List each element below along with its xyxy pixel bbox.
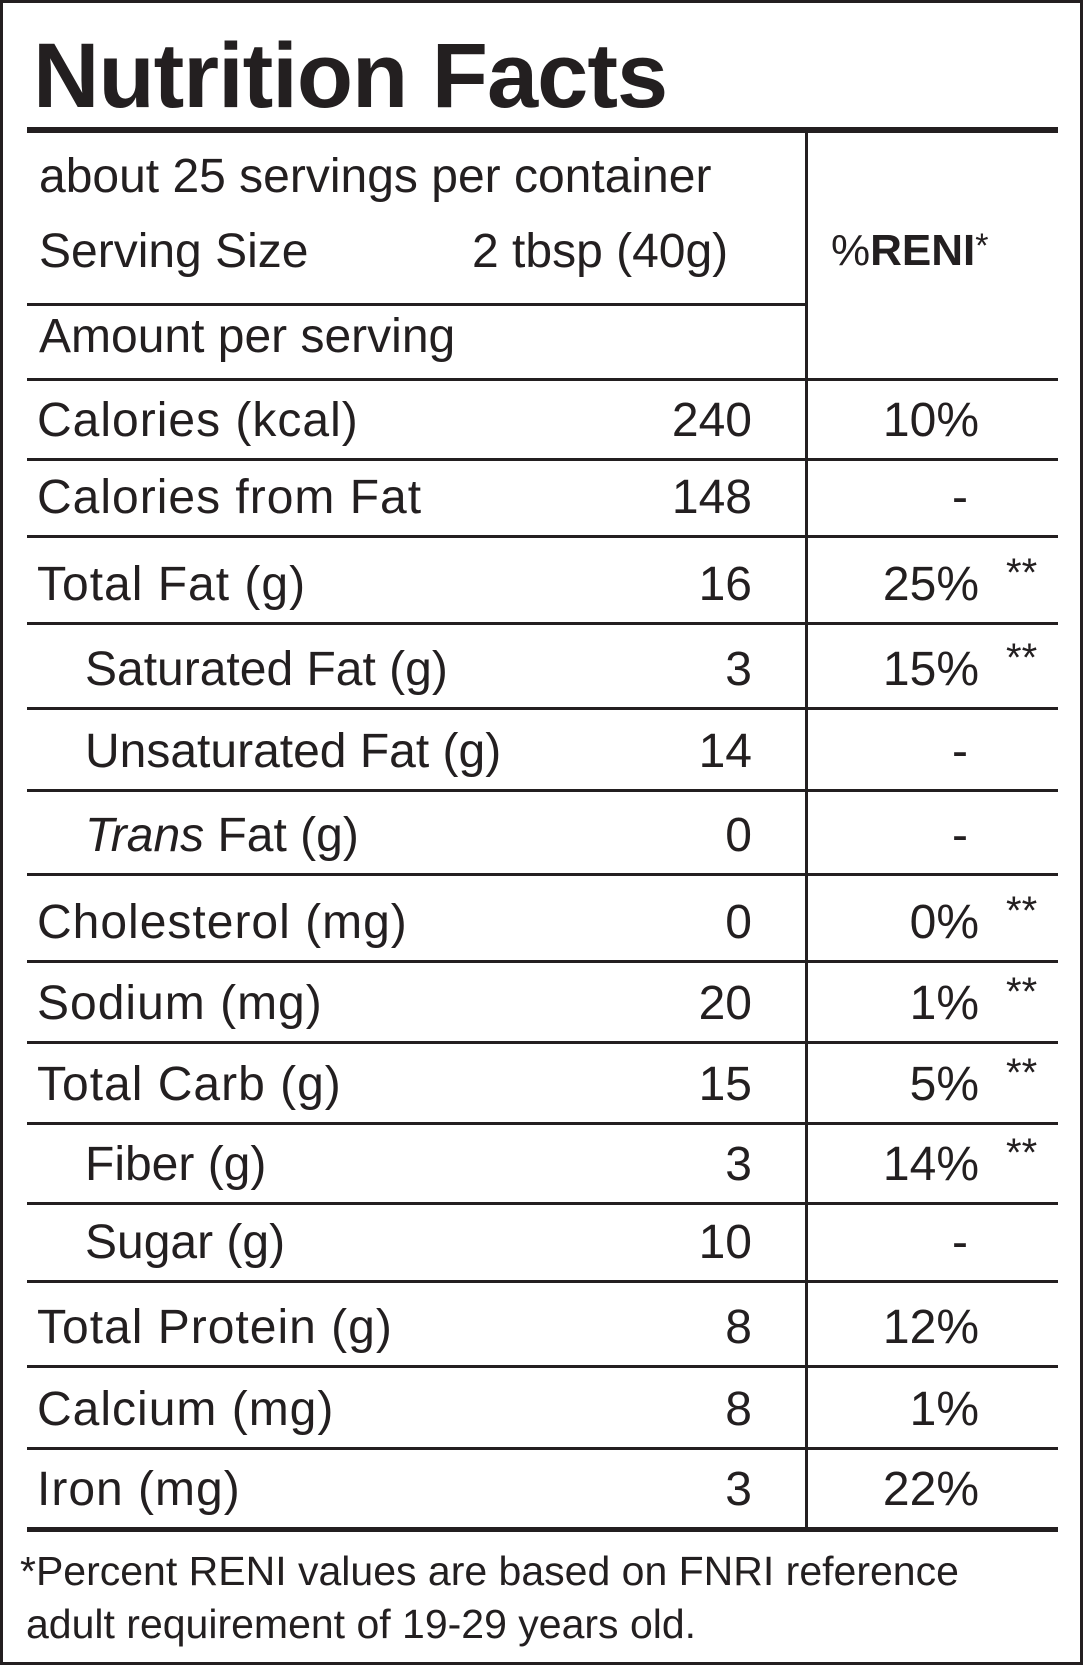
table-row: Total Protein (g) 8 12% — [27, 1283, 1058, 1365]
table-row: Calcium (mg) 8 1% — [27, 1368, 1058, 1447]
reni-percent: 10% — [882, 394, 979, 447]
nutrient-amount: 3 — [725, 1138, 752, 1191]
reni-asterisk: * — [975, 227, 989, 265]
reni-percent: 1% — [909, 977, 979, 1030]
serving-size-label: Serving Size — [39, 225, 309, 278]
nutrient-amount: 14 — [698, 725, 752, 778]
table-row: Sodium (mg) 20 1% ** — [27, 963, 1058, 1041]
table-row: Cholesterol (mg) 0 0% ** — [27, 876, 1058, 960]
serving-size-value: 2 tbsp (40g) — [472, 225, 729, 278]
reni-header: %RENI* — [831, 229, 988, 273]
reni-percent: 1% — [909, 1383, 979, 1436]
reni-percent: 25% — [882, 558, 979, 611]
nutrient-label: Sugar (g) — [85, 1216, 286, 1269]
table-row: Calories from Fat 148 - — [27, 461, 1058, 535]
nutrient-label: Trans Fat (g) — [85, 808, 359, 863]
nutrient-label-italic: Trans — [85, 809, 205, 862]
nutrient-amount: 8 — [725, 1301, 752, 1354]
reni-footnote-marker: ** — [1006, 970, 1038, 1014]
nutrient-amount: 16 — [698, 558, 752, 611]
nutrient-label: Unsaturated Fat (g) — [85, 725, 502, 778]
row-divider — [27, 873, 1058, 876]
nutrient-label: Total Protein (g) — [37, 1301, 393, 1354]
nutrient-label: Fiber (g) — [85, 1138, 267, 1191]
reni-footnote-marker: ** — [1006, 551, 1038, 595]
table-row: Unsaturated Fat (g) 14 - — [27, 710, 1058, 789]
reni-percent: - — [952, 1216, 968, 1269]
table-row: Iron (mg) 3 22% — [27, 1450, 1058, 1527]
nutrient-amount: 10 — [698, 1216, 752, 1269]
nutrient-label: Calories from Fat — [37, 471, 423, 524]
row-divider — [27, 707, 1058, 710]
row-divider — [27, 1447, 1058, 1450]
reni-bold: RENI — [870, 226, 976, 275]
nutrient-label: Cholesterol (mg) — [37, 896, 408, 949]
row-divider — [27, 1280, 1058, 1283]
reni-footnote-marker: ** — [1006, 636, 1038, 680]
table-row: Trans Fat (g) 0 - — [27, 792, 1058, 873]
amount-per-serving: Amount per serving — [39, 310, 456, 363]
nutrient-label: Calories (kcal) — [37, 394, 359, 447]
top-thick-rule — [27, 127, 1058, 133]
nutrient-label: Saturated Fat (g) — [85, 643, 448, 696]
nutrient-label: Total Carb (g) — [37, 1058, 342, 1111]
reni-percent: - — [952, 471, 968, 524]
nutrient-label-text: Fat (g) — [204, 809, 359, 862]
row-divider — [27, 622, 1058, 625]
nutrient-amount: 3 — [725, 1463, 752, 1516]
reni-percent: 14% — [882, 1138, 979, 1191]
nutrient-amount: 3 — [725, 643, 752, 696]
reni-percent: 5% — [909, 1058, 979, 1111]
nutrient-amount: 240 — [671, 394, 752, 447]
reni-percent: 12% — [882, 1301, 979, 1354]
reni-percent: 0% — [909, 896, 979, 949]
footnote-line-2: adult requirement of 19-29 years old. — [26, 1601, 697, 1647]
table-row: Fiber (g) 3 14% ** — [27, 1125, 1058, 1202]
servings-per-container: about 25 servings per container — [39, 150, 712, 203]
row-divider — [27, 458, 1058, 461]
row-divider — [27, 1041, 1058, 1044]
row-divider — [27, 535, 1058, 538]
reni-percent: 15% — [882, 643, 979, 696]
reni-percent: 22% — [882, 1463, 979, 1516]
row-divider — [27, 1202, 1058, 1205]
nutrient-amount: 148 — [671, 471, 752, 524]
reni-prefix: % — [831, 226, 871, 275]
table-row: Total Fat (g) 16 25% ** — [27, 538, 1058, 622]
reni-footnote-marker: ** — [1006, 1051, 1038, 1095]
reni-footnote-marker: ** — [1006, 1131, 1038, 1175]
serving-divider — [27, 303, 807, 306]
nutrient-amount: 0 — [725, 809, 752, 862]
footnote-line-1: *Percent RENI values are based on FNRI r… — [20, 1548, 959, 1594]
row-divider — [27, 789, 1058, 792]
reni-footnote-marker: ** — [1006, 889, 1038, 933]
table-row: Calories (kcal) 240 10% — [27, 381, 1058, 458]
nutrient-label: Sodium (mg) — [37, 977, 323, 1030]
row-divider — [27, 378, 1058, 381]
reni-percent: - — [952, 725, 968, 778]
row-divider — [27, 960, 1058, 963]
nutrient-label: Iron (mg) — [37, 1463, 241, 1516]
nutrient-amount: 8 — [725, 1383, 752, 1436]
bottom-thick-rule — [27, 1527, 1058, 1532]
row-divider — [27, 1122, 1058, 1125]
nutrient-amount: 20 — [698, 977, 752, 1030]
reni-percent: - — [952, 809, 968, 862]
column-divider — [805, 130, 808, 1529]
nutrient-amount: 0 — [725, 896, 752, 949]
page-title: Nutrition Facts — [33, 25, 668, 127]
nutrient-label: Total Fat (g) — [37, 558, 307, 611]
table-row: Saturated Fat (g) 3 15% ** — [27, 625, 1058, 707]
nutrient-label: Calcium (mg) — [37, 1383, 335, 1436]
table-row: Sugar (g) 10 - — [27, 1205, 1058, 1280]
row-divider — [27, 1365, 1058, 1368]
table-row: Total Carb (g) 15 5% ** — [27, 1044, 1058, 1122]
nutrient-amount: 15 — [698, 1058, 752, 1111]
